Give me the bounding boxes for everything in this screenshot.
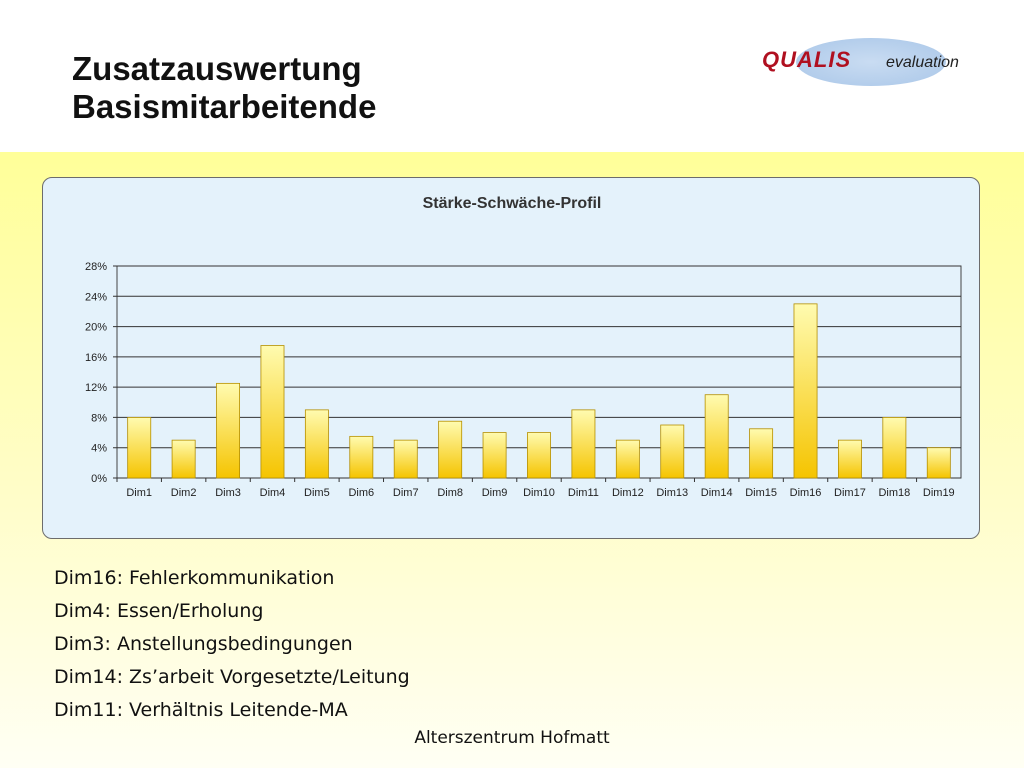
bar [571, 409, 596, 479]
bar [660, 424, 685, 479]
dimension-notes: Dim16: Fehlerkommunikation Dim4: Essen/Er… [54, 562, 410, 727]
x-tick-label: Dim10 [523, 487, 555, 499]
chart-panel: Stärke-Schwäche-Profil 0% 4% 8% 12% 16% 20% 24%… [42, 177, 980, 539]
y-tick-label: 8% [91, 412, 107, 424]
x-tick-label: Dim7 [393, 487, 419, 499]
bar [304, 409, 329, 479]
bar [837, 439, 862, 479]
x-tick-label: Dim3 [215, 487, 241, 499]
y-tick-label: 28% [85, 261, 107, 273]
bar-chart: Stärke-Schwäche-Profil 0% 4% 8% 12% 16% 20% 24%… [85, 195, 962, 499]
x-tick-label: Dim11 [568, 487, 599, 499]
y-tick-label: 0% [91, 473, 107, 485]
bar [749, 428, 774, 479]
x-tick-label: Dim2 [171, 487, 197, 499]
bar [260, 345, 285, 479]
x-tick-label: Dim14 [701, 487, 733, 499]
dimension-note: Dim3: Anstellungsbedingungen [54, 633, 353, 655]
bar [349, 435, 374, 479]
x-tick-label: Dim6 [348, 487, 374, 499]
x-tick-label: Dim13 [656, 487, 688, 499]
bar [482, 432, 507, 479]
y-tick-label: 12% [85, 382, 107, 394]
qualis-logo: QUALIS evaluation [760, 38, 990, 88]
dimension-note: Dim16: Fehlerkommunikation [54, 567, 335, 589]
x-tick-label: Dim9 [482, 487, 508, 499]
dimension-note: Dim4: Essen/Erholung [54, 600, 264, 622]
slide-title-line2: Basismitarbeitende [72, 88, 377, 125]
bar [527, 432, 551, 479]
bar [438, 420, 463, 479]
y-tick-label: 24% [85, 291, 107, 303]
bar [171, 439, 196, 479]
slide-title: Zusatzauswertung Basismitarbeitende [72, 50, 376, 126]
bar [793, 303, 818, 479]
bar [704, 394, 729, 479]
chart-title: Stärke-Schwäche-Profil [423, 195, 602, 212]
bar [615, 439, 640, 479]
bar [882, 417, 907, 479]
dimension-note: Dim11: Verhältnis Leitende-MA [54, 699, 348, 721]
slide-header: Zusatzauswertung Basismitarbeitende QUAL… [0, 0, 1024, 152]
bar [926, 447, 951, 479]
x-tick-label: Dim19 [923, 487, 955, 499]
x-tick-label: Dim8 [437, 487, 463, 499]
x-tick-label: Dim12 [612, 487, 644, 499]
bar [216, 382, 241, 479]
logo-brand: QUALIS [762, 47, 852, 72]
y-tick-label: 20% [85, 322, 107, 334]
slide-footer: Alterszentrum Hofmatt [414, 728, 610, 748]
x-tick-label: Dim18 [878, 487, 910, 499]
slide-title-line1: Zusatzauswertung [72, 50, 362, 87]
x-tick-label: Dim15 [745, 487, 777, 499]
logo-ellipse [796, 38, 946, 86]
x-tick-label: Dim1 [126, 487, 152, 499]
x-tick-label: Dim5 [304, 487, 330, 499]
y-tick-label: 16% [85, 352, 107, 364]
dimension-note: Dim14: Zs’arbeit Vorgesetzte/Leitung [54, 666, 410, 688]
x-tick-label: Dim16 [790, 487, 822, 499]
bar [393, 439, 418, 479]
x-tick-label: Dim4 [260, 487, 286, 499]
logo-subtitle: evaluation [886, 54, 959, 71]
y-tick-label: 4% [91, 443, 107, 455]
x-tick-label: Dim17 [834, 487, 866, 499]
bar [127, 417, 152, 479]
